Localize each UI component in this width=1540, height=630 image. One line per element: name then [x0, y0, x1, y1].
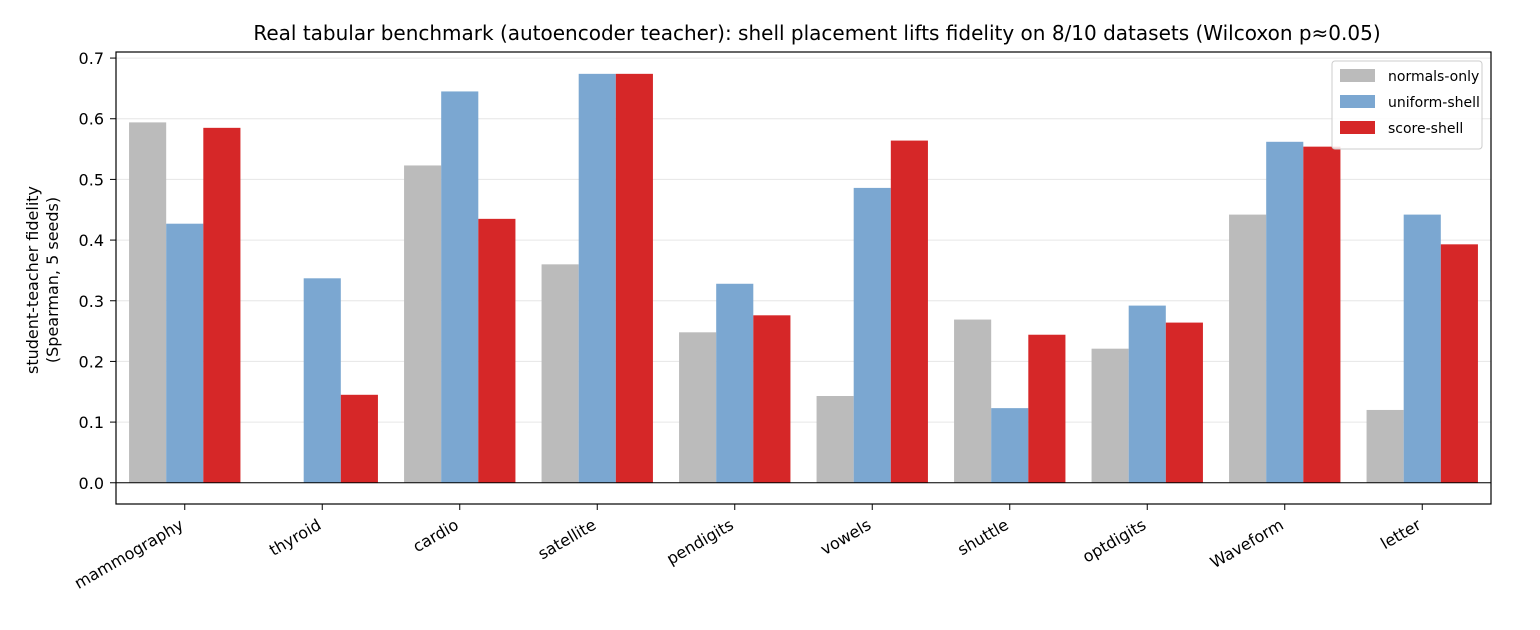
x-tick-label: thyroid [266, 515, 324, 560]
bar-uniform-shell-optdigits [1128, 305, 1166, 483]
bar-uniform-shell-mammography [166, 223, 204, 483]
bar-score-shell-vowels [890, 140, 928, 483]
bar-normals-only-vowels [816, 396, 854, 483]
x-tick-label: vowels [817, 515, 874, 559]
bar-score-shell-letter [1440, 244, 1478, 483]
bar-uniform-shell-satellite [578, 73, 616, 483]
x-tick-label: satellite [535, 515, 600, 563]
bar-score-shell-optdigits [1165, 322, 1203, 483]
bar-uniform-shell-Waveform [1266, 141, 1304, 483]
y-tick-label: 0.5 [79, 170, 104, 189]
legend-label-score-shell: score-shell [1388, 121, 1463, 137]
bar-score-shell-mammography [203, 127, 241, 483]
bar-score-shell-pendigits [753, 315, 791, 483]
bar-score-shell-Waveform [1303, 146, 1341, 483]
bar-normals-only-shuttle [954, 319, 992, 483]
bar-normals-only-letter [1366, 409, 1404, 483]
x-axis: mammography thyroid cardio satellite pendigi… [71, 504, 1425, 593]
bar-normals-only-mammography [129, 122, 167, 483]
x-tick-label: mammography [71, 515, 187, 593]
bar-uniform-shell-vowels [853, 187, 891, 483]
bar-uniform-shell-pendigits [716, 283, 754, 483]
bar-normals-only-satellite [541, 264, 579, 483]
bar-normals-only-pendigits [679, 332, 717, 483]
y-tick-label: 0.6 [79, 110, 104, 129]
y-tick-label: 0.1 [79, 413, 104, 432]
bar-normals-only-cardio [404, 165, 442, 483]
plot-frame [115, 51, 1492, 505]
x-tick-label: shuttle [954, 515, 1012, 559]
bar-normals-only-Waveform [1229, 214, 1267, 483]
y-axis-label-line-2: (Spearman, 5 seeds) [43, 197, 62, 363]
bar-uniform-shell-shuttle [991, 408, 1029, 483]
bar-uniform-shell-cardio [441, 91, 479, 483]
legend-swatch-score-shell [1340, 121, 1375, 134]
chart-title: Real tabular benchmark (autoencoder teac… [253, 21, 1380, 45]
y-axis: 0.0 0.1 0.2 0.3 0.4 0.5 0.6 0.7 [79, 49, 116, 493]
x-tick-label: pendigits [663, 515, 737, 568]
bar-score-shell-thyroid [340, 394, 378, 483]
bar-normals-only-optdigits [1091, 348, 1129, 483]
x-tick-label: Waveform [1207, 515, 1287, 572]
legend-label-uniform-shell: uniform-shell [1388, 95, 1480, 111]
y-tick-label: 0.3 [79, 292, 104, 311]
y-tick-label: 0.7 [79, 49, 104, 68]
legend-label-normals-only: normals-only [1388, 69, 1479, 85]
y-axis-label-line-1: student-teacher fidelity [23, 186, 42, 374]
bars-group [129, 73, 1478, 483]
bar-uniform-shell-letter [1403, 214, 1441, 483]
bar-score-shell-satellite [615, 73, 653, 483]
legend-swatch-uniform-shell [1340, 95, 1375, 108]
x-tick-label: cardio [410, 515, 462, 556]
bar-score-shell-cardio [478, 218, 516, 483]
y-tick-label: 0.2 [79, 352, 104, 371]
x-tick-label: optdigits [1079, 515, 1149, 566]
y-tick-label: 0.0 [79, 474, 104, 493]
bar-score-shell-shuttle [1028, 334, 1066, 483]
y-tick-label: 0.4 [79, 231, 104, 250]
legend-swatch-normals-only [1340, 69, 1375, 82]
x-tick-label: letter [1377, 515, 1424, 553]
legend: normals-only uniform-shell score-shell [1331, 60, 1483, 150]
bar-uniform-shell-thyroid [303, 278, 341, 483]
